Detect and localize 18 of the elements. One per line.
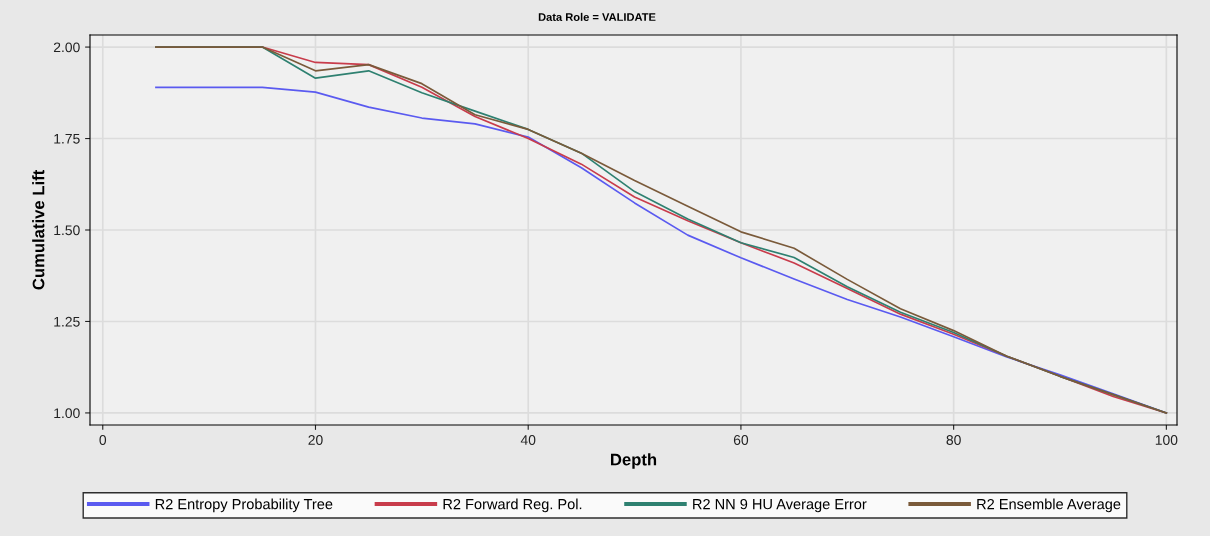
x-tick-label: 0 (99, 435, 107, 445)
x-axis-title: Depth (611, 453, 657, 469)
x-tick-label: 80 (946, 435, 961, 445)
y-axis-title: Cumulative Lift (32, 170, 45, 290)
legend-label: R2 NN 9 HU Average Error (693, 498, 867, 513)
y-tick-label: 1.00 (54, 408, 80, 419)
x-tick-label: 100 (1155, 435, 1178, 445)
x-tick-label: 60 (733, 435, 749, 445)
legend-label: R2 Entropy Probability Tree (155, 498, 333, 513)
y-tick-label: 1.50 (54, 225, 80, 236)
chart-title: Data Role = VALIDATE (538, 12, 656, 21)
legend-label: R2 Forward Reg. Pol. (443, 498, 582, 513)
y-tick-label: 1.75 (54, 134, 80, 144)
y-tick-label: 2.00 (53, 42, 80, 53)
x-tick-label: 20 (308, 435, 323, 445)
x-tick-label: 40 (520, 435, 536, 445)
legend-label: R2 Ensemble Average (977, 498, 1121, 513)
y-tick-label: 1.25 (54, 316, 80, 327)
